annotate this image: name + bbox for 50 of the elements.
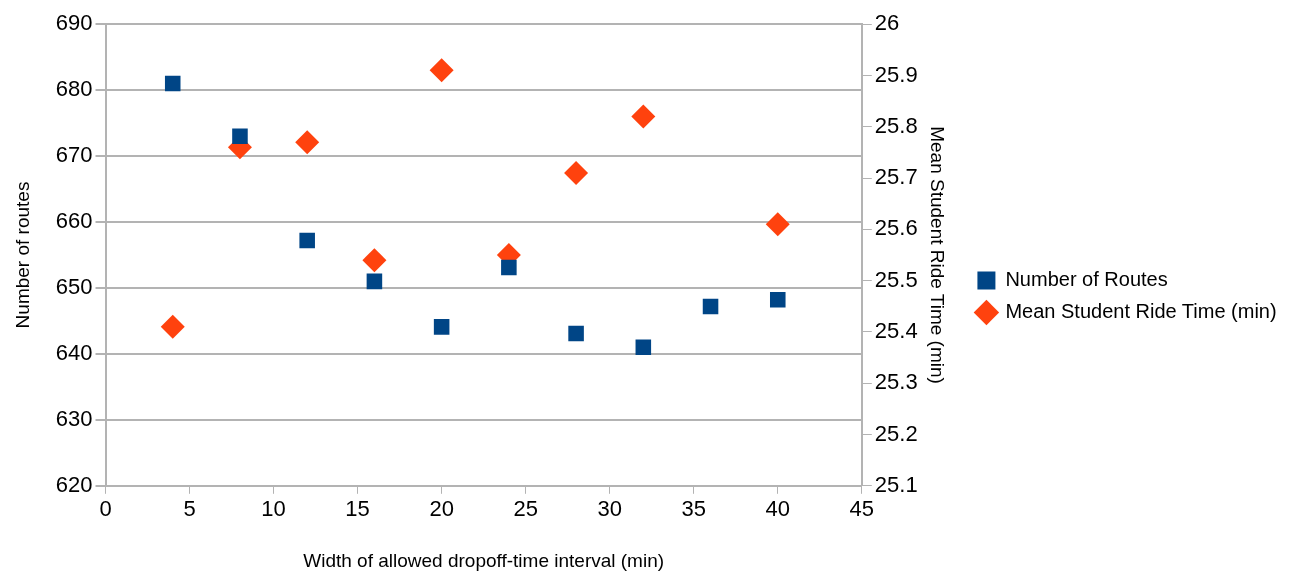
point [164, 75, 181, 92]
point [568, 325, 584, 342]
x-tick-label: 40 [765, 496, 791, 522]
y-tick-label: 670 [55, 142, 93, 168]
y-tick-label: 630 [55, 405, 93, 431]
y2-tick-label: 25.5 [874, 266, 918, 292]
point [564, 160, 589, 185]
x-tick-label: 15 [345, 496, 370, 522]
x-axis-title: Width of allowed dropoff-time interval (min) [303, 549, 665, 571]
y-tick-label: 690 [55, 10, 93, 36]
point [366, 273, 383, 290]
point [429, 58, 454, 83]
x-tick-label: 0 [99, 496, 112, 522]
point [631, 104, 656, 129]
point [295, 130, 320, 155]
y2-tick-label: 25.2 [874, 420, 918, 446]
point [635, 339, 652, 356]
legend-label: Number of Routes [1005, 268, 1168, 291]
y-tick-label: 620 [55, 471, 93, 497]
point [765, 212, 790, 237]
x-tick-label: 35 [681, 496, 706, 522]
y2-tick-label: 25.9 [874, 61, 918, 87]
x-tick-label: 20 [429, 496, 454, 522]
y2-tick-label: 26 [874, 10, 900, 36]
point [160, 314, 185, 339]
y2-tick-label: 25.1 [874, 471, 918, 497]
y-tick-label: 680 [55, 76, 93, 102]
point [299, 232, 315, 249]
x-tick-label: 25 [513, 496, 538, 522]
y2-tick-label: 25.6 [874, 215, 918, 241]
legend-label: Mean Student Ride Time (min) [1005, 300, 1277, 323]
y-tick-label: 640 [55, 339, 93, 365]
point [362, 248, 387, 273]
y-tick-label: 660 [55, 208, 93, 234]
y2-tick-label: 25.4 [874, 318, 918, 343]
y2-axis-title: Mean Student Ride Time (min) [926, 126, 948, 384]
point [769, 292, 786, 308]
point [232, 128, 248, 145]
x-tick-label: 10 [261, 496, 286, 522]
x-tick-label: 5 [183, 496, 196, 522]
y-axis-title: Number of routes [11, 181, 33, 329]
point [702, 298, 719, 315]
x-tick-label: 45 [849, 496, 875, 522]
y2-tick-label: 25.3 [874, 369, 918, 395]
y2-tick-label: 25.7 [874, 164, 918, 190]
point [433, 319, 450, 335]
x-tick-label: 30 [597, 496, 622, 522]
point [501, 259, 517, 276]
y-tick-label: 650 [55, 274, 93, 300]
y2-tick-label: 25.8 [874, 112, 918, 138]
